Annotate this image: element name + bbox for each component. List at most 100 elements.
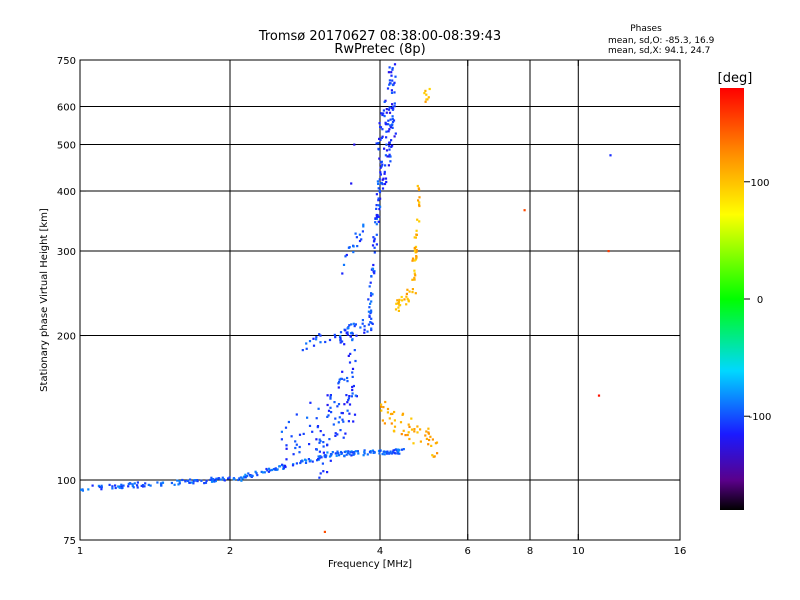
- data-point: [375, 193, 378, 196]
- x-tick-label: 6: [465, 546, 471, 557]
- data-point: [217, 477, 220, 480]
- data-point: [386, 155, 389, 158]
- data-point: [81, 488, 84, 491]
- data-point: [360, 238, 363, 241]
- data-point: [309, 401, 312, 404]
- data-point: [336, 405, 339, 408]
- data-point: [210, 476, 213, 479]
- data-point: [418, 220, 421, 223]
- data-point: [318, 438, 321, 441]
- data-point: [144, 482, 147, 485]
- data-point: [120, 485, 123, 488]
- data-point: [346, 409, 349, 412]
- data-point: [397, 302, 400, 305]
- data-point: [200, 479, 203, 482]
- data-point: [339, 331, 343, 334]
- data-point: [281, 463, 284, 466]
- data-point: [291, 464, 295, 467]
- data-point: [369, 302, 372, 305]
- data-point: [363, 328, 366, 331]
- data-point: [393, 452, 396, 455]
- data-point: [400, 295, 403, 299]
- data-point: [315, 438, 318, 441]
- data-point: [344, 255, 347, 258]
- data-point: [311, 460, 314, 463]
- data-point: [348, 412, 351, 415]
- data-point: [391, 83, 395, 87]
- data-point: [142, 484, 145, 487]
- data-point: [339, 377, 342, 380]
- data-point: [370, 300, 373, 303]
- data-point: [429, 435, 432, 438]
- phases-x-stat: mean, sd,X: 94.1, 24.7: [608, 46, 710, 56]
- data-point: [381, 135, 384, 138]
- data-point: [261, 471, 265, 474]
- data-point: [260, 470, 263, 473]
- data-point: [347, 397, 350, 400]
- data-point: [294, 446, 297, 450]
- data-point: [348, 403, 352, 406]
- data-point: [383, 100, 386, 103]
- data-point: [215, 477, 218, 480]
- data-point: [381, 178, 384, 181]
- data-point: [204, 481, 208, 484]
- data-point: [362, 454, 365, 457]
- data-point: [407, 431, 410, 434]
- data-point: [353, 325, 356, 328]
- data-point: [255, 472, 258, 475]
- data-point: [416, 431, 419, 434]
- data-point: [341, 340, 344, 343]
- data-point: [388, 452, 391, 455]
- data-point: [329, 395, 332, 398]
- data-point: [377, 197, 380, 200]
- data-point: [408, 425, 411, 428]
- data-point: [292, 453, 295, 456]
- data-point: [372, 236, 375, 239]
- data-point: [350, 323, 353, 326]
- data-point: [393, 91, 396, 94]
- data-point: [203, 482, 206, 485]
- data-point: [394, 448, 397, 451]
- data-point: [372, 270, 375, 273]
- data-point: [315, 336, 318, 339]
- data-point: [380, 409, 383, 412]
- data-point: [339, 338, 342, 341]
- data-point: [337, 386, 340, 389]
- data-point: [381, 113, 384, 117]
- data-point: [391, 144, 394, 147]
- data-point: [418, 196, 421, 199]
- data-point: [383, 182, 387, 186]
- data-point: [388, 417, 391, 420]
- data-point: [343, 378, 346, 381]
- data-point: [268, 467, 271, 470]
- data-point: [348, 395, 351, 398]
- data-point: [384, 154, 387, 157]
- data-point: [160, 484, 163, 487]
- y-tick-label: 750: [57, 56, 76, 67]
- data-point: [378, 157, 381, 160]
- data-point: [379, 171, 382, 174]
- data-point: [347, 354, 350, 357]
- data-point: [369, 294, 373, 297]
- data-point: [378, 452, 381, 455]
- data-point: [100, 486, 103, 489]
- data-point: [383, 147, 386, 150]
- data-point: [352, 451, 356, 454]
- data-point: [87, 488, 90, 491]
- data-point: [246, 475, 249, 478]
- data-point: [430, 444, 433, 447]
- data-point: [375, 217, 378, 220]
- data-point: [382, 450, 385, 453]
- data-point: [391, 117, 394, 121]
- data-point: [414, 236, 417, 239]
- data-point: [326, 415, 329, 418]
- data-point: [400, 433, 403, 436]
- data-point: [387, 71, 390, 74]
- data-point: [407, 423, 410, 426]
- data-point: [318, 450, 321, 453]
- data-point: [367, 298, 370, 301]
- data-point: [358, 233, 361, 236]
- data-point: [324, 340, 327, 344]
- data-point: [368, 285, 371, 288]
- data-point: [428, 87, 431, 91]
